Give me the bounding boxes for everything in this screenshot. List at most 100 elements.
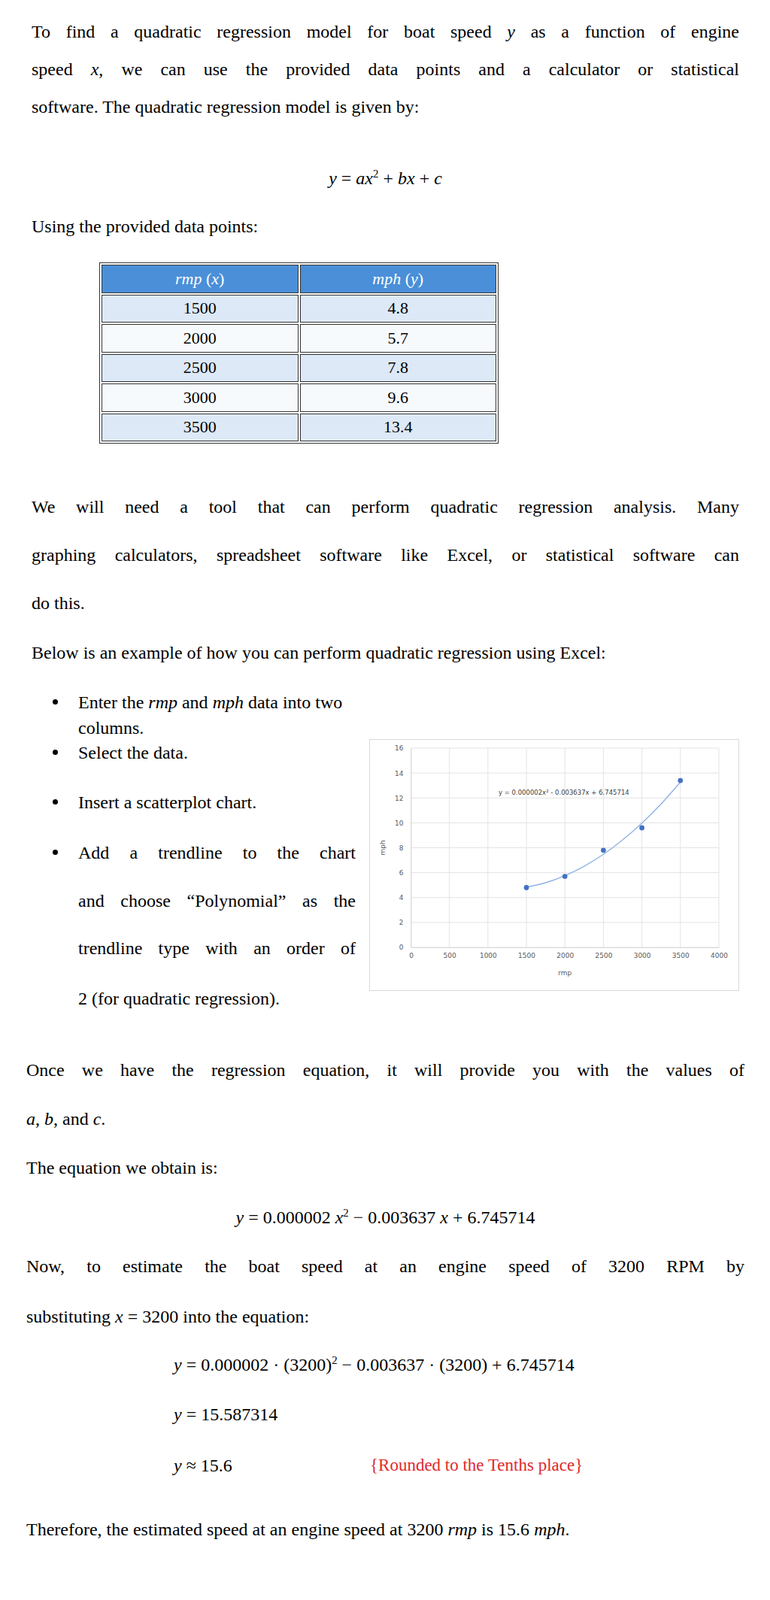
text-line: Add a trendline to the chart [78,839,356,866]
italic-run: c [93,1109,102,1129]
superscript: 2 [372,167,379,180]
text-line: 2 (for quadratic regression). [78,985,356,1012]
tick: 500 [443,947,457,960]
text-run: Below is an example of how you can perfo… [31,642,607,663]
text-line: Using the provided data points: [31,213,740,240]
tick: 12 [394,794,411,803]
tick: 1500 [518,947,536,960]
tick-label: 14 [394,770,404,778]
text-run: = 15.587314 [181,1404,279,1425]
text-run: 2 (for quadratic regression). [78,988,280,1009]
table-row: 15004.8 [101,294,497,324]
tick-label: 6 [399,869,404,877]
note: {Rounded to the Tenths place} [369,1452,583,1479]
text-run: We will need a tool that can perform qua… [31,497,740,517]
page: To find a quadratic regression model for… [0,0,770,1600]
table-cell: 1500 [101,294,299,324]
text-line: and choose “Polynomial” as the [78,888,356,914]
grid [411,748,720,948]
tick-label: 2 [399,918,404,927]
table-cell: 5.7 [300,324,498,353]
text-run: is 15.6 [476,1519,534,1540]
table-row: 25007.8 [101,354,497,383]
text-line: do this. [31,590,740,616]
text-run: . [564,1519,570,1540]
text-line: Select the data. [78,739,356,766]
tick-label: 4000 [710,951,728,960]
text-run: ≈ 15.6 [181,1455,233,1476]
tick-label: 500 [443,951,457,960]
equation-line: y = 15.587314 [173,1401,746,1428]
text-line: a, b, and c. [26,1106,745,1132]
italic-run: mph [372,269,401,288]
grid-line [641,748,643,948]
table-header-row: rmp (x)mph (y) [101,264,497,294]
tick: 2500 [594,947,613,960]
tick: 6 [399,869,412,877]
grid-line [448,748,450,948]
trendline [526,782,681,888]
table-cell: 13.4 [300,413,498,443]
y-axis: 0246810121416 [394,744,412,952]
table-row: 350013.4 [101,413,497,443]
italic-run: b [44,1109,54,1129]
text-run: Therefore, the estimated speed at an eng… [26,1519,448,1540]
data-point [639,825,645,831]
italic-run: y [173,1455,182,1476]
trendline-equation: y = 0.000002x² - 0.003637x + 6.745714 [498,788,630,797]
text-run: Once we have the regression equation, it… [26,1060,745,1080]
bullet [52,749,58,755]
text-run: as a function of engine [515,21,740,42]
tick-label: 0 [409,951,414,960]
chart: 0500100015002000250030003500400002468101… [369,739,740,992]
italic-run: y [506,21,516,42]
grid-line [410,748,412,948]
text-run: Select the data. [78,742,188,763]
data-point [562,873,568,880]
tick-label: 2000 [556,951,574,960]
text-run: trendline type with an order of [78,938,356,958]
table-cell: 9.6 [300,383,498,413]
italic-run: mph [212,692,244,713]
italic-run: y [328,168,337,188]
bullet [52,699,58,705]
tick-label: 16 [394,744,404,752]
text-run: ( [202,269,213,288]
text-run: = 0.000002 [243,1207,336,1228]
tick: 14 [394,770,411,778]
table-cell: 2000 [101,324,299,353]
italic-run: y [235,1207,244,1228]
chart-frame [369,739,740,992]
text-run: ( [400,269,411,288]
tick: 16 [394,744,411,752]
tick-label: 1000 [479,951,498,960]
text-run: + 6.745714 [448,1207,536,1228]
italic-run: y [410,269,419,288]
text-run: Enter the [78,692,149,713]
text-run: + [378,168,398,188]
table-cell: 7.8 [300,354,498,383]
text-run: Using the provided data points: [31,216,258,237]
axis-line [411,748,413,949]
text-run: do this. [31,593,85,613]
text-run: To find a quadratic regression model for… [31,21,507,42]
text-line: To find a quadratic regression model for… [31,18,740,45]
text-run: , and [53,1109,94,1129]
equation-line: y = 0.000002 · (3200)2 − 0.003637 · (320… [173,1352,746,1378]
text-run: + [415,168,435,188]
bullet [52,799,58,805]
table-cell: 4.8 [300,294,498,324]
italic-run: c [433,168,443,188]
italic-run: ax [355,168,373,188]
table-cell: 3000 [101,383,299,413]
tick-label: 12 [394,794,404,803]
table-row: 20005.7 [101,324,497,353]
tick: 3000 [633,947,652,960]
text-line: graphing calculators, spreadsheet softwa… [31,542,740,568]
tick: 3500 [672,947,690,960]
tick-label: 4 [399,894,404,902]
tick-label: 10 [394,819,404,828]
text-line: Now, to estimate the boat speed at an en… [26,1253,745,1280]
data-point [524,885,530,891]
data-point [677,778,683,784]
